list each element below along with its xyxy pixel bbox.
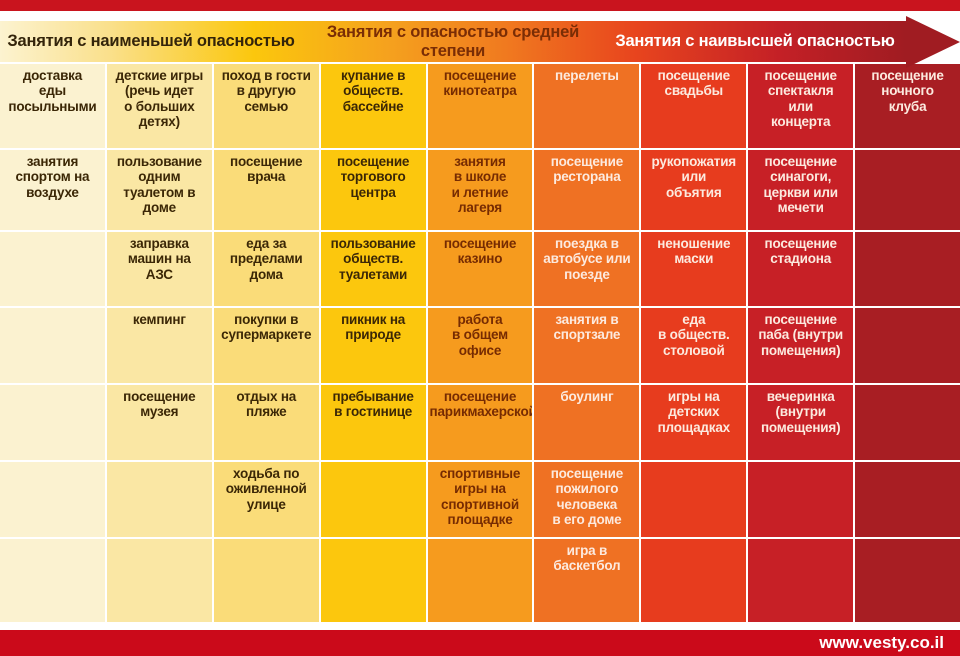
table-cell	[748, 539, 854, 622]
table-cell: посещение ночного клуба	[855, 64, 960, 148]
table-cell	[213, 539, 319, 622]
table-cell: посещение врача	[213, 150, 319, 230]
table-cell	[0, 462, 105, 537]
table-cell	[320, 462, 426, 537]
table-cell	[641, 539, 747, 622]
arrow-head-icon	[906, 15, 960, 68]
table-cell: ходьба по оживленной улице	[213, 462, 319, 537]
table-cell: покупки в супермаркете	[213, 308, 319, 383]
table-cell: посещение пожилого человека в его доме	[534, 462, 640, 537]
table-cell: работа в общем офисе	[427, 308, 533, 383]
table-cell: посещение спектакля или концерта	[748, 64, 854, 148]
table-cell: пикник на природе	[320, 308, 426, 383]
table-cell: посещение музея	[106, 385, 212, 460]
table-cell	[641, 462, 747, 537]
table-cell: заправка машин на АЗС	[106, 232, 212, 306]
table-cell: игры на детских площадках	[641, 385, 747, 460]
risk-gradient-arrow: Занятия с наименьшей опасностью Занятия …	[0, 21, 906, 62]
table-cell: еда за пределами дома	[213, 232, 319, 306]
table-cell	[0, 308, 105, 383]
table-cell	[106, 539, 212, 622]
table-cell: поход в гости в другую семью	[213, 64, 319, 148]
table-cell: посещение казино	[427, 232, 533, 306]
footer-bar: www.vesty.co.il	[0, 630, 960, 656]
table-cell: посещение синагоги, церкви или мечети	[748, 150, 854, 230]
table-cell: спортивные игры на спортивной площадке	[427, 462, 533, 537]
table-cell: купание в обществ. бассейне	[320, 64, 426, 148]
table-cell: занятия в спортзале	[534, 308, 640, 383]
table-cell: перелеты	[534, 64, 640, 148]
table-cell: вечеринка (внутри помещения)	[748, 385, 854, 460]
table-cell	[0, 385, 105, 460]
header-banner: Занятия с наименьшей опасностью Занятия …	[0, 15, 960, 68]
table-cell	[106, 462, 212, 537]
table-cell	[855, 150, 960, 230]
table-cell: посещение ресторана	[534, 150, 640, 230]
table-cell: пользование обществ. туалетами	[320, 232, 426, 306]
footer-url: www.vesty.co.il	[819, 633, 944, 652]
table-cell	[0, 539, 105, 622]
table-cell: пользование одним туалетом в доме	[106, 150, 212, 230]
top-accent-bar	[0, 0, 960, 11]
table-cell: поездка в автобусе или поезде	[534, 232, 640, 306]
table-cell: рукопожатия или объятия	[641, 150, 747, 230]
header-label-lowest-risk: Занятия с наименьшей опасностью	[7, 32, 295, 50]
table-cell: посещение паба (внутри помещения)	[748, 308, 854, 383]
table-cell	[0, 232, 105, 306]
table-cell: неношение маски	[641, 232, 747, 306]
table-cell	[855, 308, 960, 383]
table-cell: посещение кинотеатра	[427, 64, 533, 148]
table-cell: занятия спортом на воздухе	[0, 150, 105, 230]
table-cell: отдых на пляже	[213, 385, 319, 460]
table-cell: посещение торгового центра	[320, 150, 426, 230]
table-cell: еда в обществ. столовой	[641, 308, 747, 383]
table-cell	[427, 539, 533, 622]
table-cell: занятия в школе и летние лагеря	[427, 150, 533, 230]
table-cell	[320, 539, 426, 622]
table-cell	[855, 385, 960, 460]
table-cell	[855, 462, 960, 537]
table-cell	[855, 232, 960, 306]
table-cell	[748, 462, 854, 537]
table-cell: боулинг	[534, 385, 640, 460]
table-cell: пребывание в гостинице	[320, 385, 426, 460]
risk-table: доставка еды посыльными детские игры (реч…	[0, 64, 960, 622]
table-cell: детские игры (речь идет о больших детях)	[106, 64, 212, 148]
header-label-highest-risk: Занятия с наивысшей опасностью	[615, 32, 895, 50]
table-cell: кемпинг	[106, 308, 212, 383]
table-cell	[855, 539, 960, 622]
header-label-medium-risk: Занятия с опасностью средней степени	[326, 22, 580, 60]
table-cell: посещение парикмахерской	[427, 385, 533, 460]
table-cell: посещение стадиона	[748, 232, 854, 306]
table-cell: доставка еды посыльными	[0, 64, 105, 148]
table-cell: игра в баскетбол	[534, 539, 640, 622]
table-cell: посещение свадьбы	[641, 64, 747, 148]
